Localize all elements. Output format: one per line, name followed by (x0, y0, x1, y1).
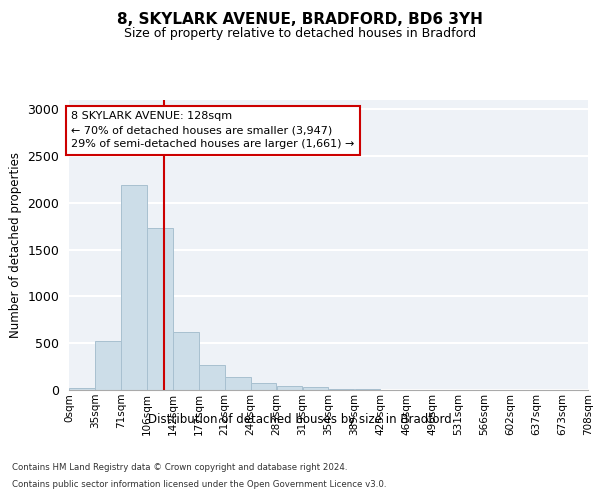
Text: Contains HM Land Registry data © Crown copyright and database right 2024.: Contains HM Land Registry data © Crown c… (12, 464, 347, 472)
Bar (329, 388, 355, 390)
Bar (95, 342, 121, 390)
Bar (173, 332, 199, 390)
Bar (121, 185, 147, 390)
Text: Size of property relative to detached houses in Bradford: Size of property relative to detached ho… (124, 28, 476, 40)
Bar (147, 228, 173, 390)
Bar (69, 388, 95, 390)
Text: 8 SKYLARK AVENUE: 128sqm
← 70% of detached houses are smaller (3,947)
29% of sem: 8 SKYLARK AVENUE: 128sqm ← 70% of detach… (71, 111, 355, 149)
Text: Distribution of detached houses by size in Bradford: Distribution of detached houses by size … (148, 412, 452, 426)
Text: Contains public sector information licensed under the Open Government Licence v3: Contains public sector information licen… (12, 480, 386, 489)
Text: 8, SKYLARK AVENUE, BRADFORD, BD6 3YH: 8, SKYLARK AVENUE, BRADFORD, BD6 3YH (117, 12, 483, 28)
Bar (199, 364, 224, 390)
Bar (277, 386, 302, 390)
Y-axis label: Number of detached properties: Number of detached properties (9, 152, 22, 338)
Bar (225, 377, 251, 390)
Bar (302, 387, 328, 390)
Bar (251, 382, 277, 390)
